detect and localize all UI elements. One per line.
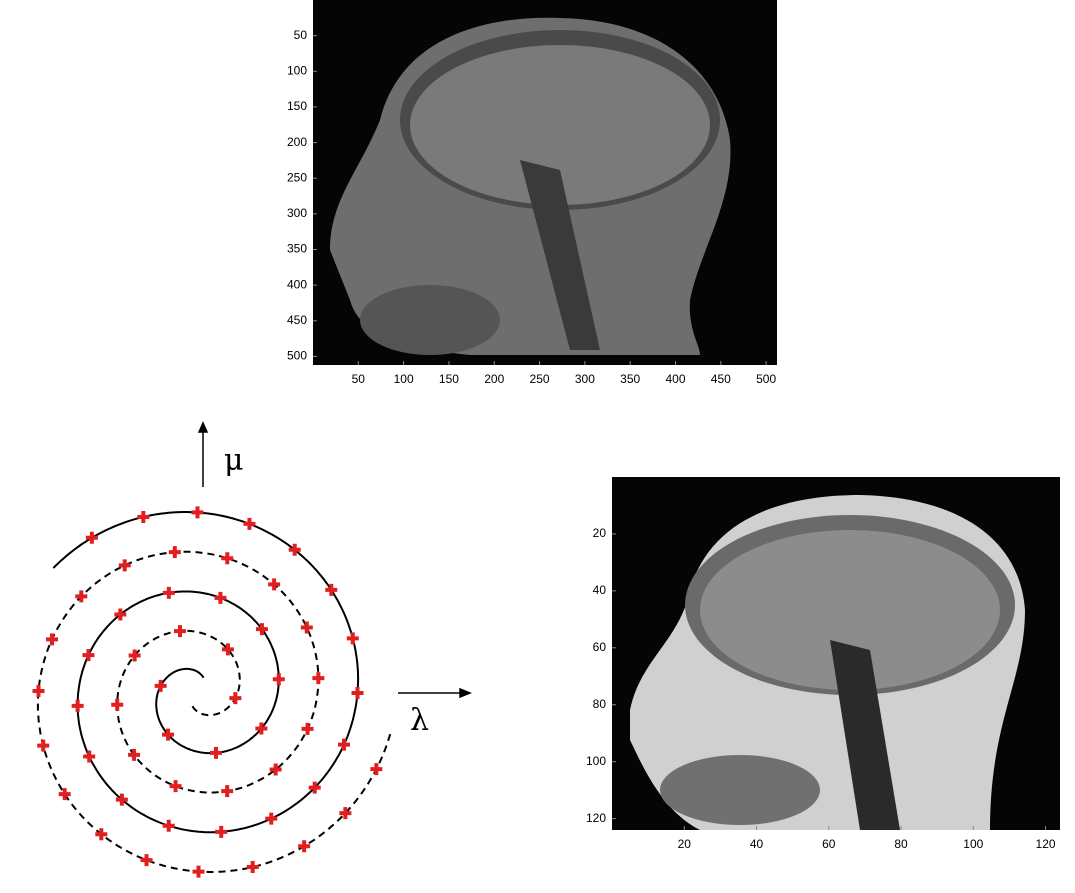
y-tick-label: 120 — [586, 811, 606, 825]
x-tick-label: 40 — [750, 837, 764, 851]
x-tick-label: 150 — [439, 372, 459, 386]
sample-point — [111, 699, 123, 711]
x-tick-label: 80 — [894, 837, 908, 851]
sample-point — [46, 633, 58, 645]
y-tick-label: 20 — [593, 526, 607, 540]
sample-point — [215, 826, 227, 838]
sample-point — [325, 584, 337, 596]
x-tick-label: 200 — [484, 372, 504, 386]
mu-label: μ — [224, 443, 244, 478]
spiral-arm — [53, 512, 358, 832]
sample-point — [338, 739, 350, 751]
sample-point — [83, 751, 95, 763]
sample-point — [352, 687, 364, 699]
sample-point — [221, 785, 233, 797]
figure: μ λ 50 100 150 200 250 300 350 400 450 500 50 100 15… — [0, 0, 1075, 888]
sample-point — [298, 840, 310, 852]
sample-point — [174, 625, 186, 637]
x-tick-label: 400 — [665, 372, 685, 386]
y-tick-label: 50 — [294, 28, 308, 42]
sample-point — [191, 506, 203, 518]
sample-point — [32, 685, 44, 697]
y-tick-label: 450 — [287, 313, 307, 327]
sample-point — [268, 578, 280, 590]
sample-point — [193, 866, 205, 878]
sample-point — [119, 559, 131, 571]
x-tick-label: 20 — [678, 837, 692, 851]
sample-point — [170, 780, 182, 792]
sample-point — [163, 820, 175, 832]
mri-image-small — [612, 477, 1060, 830]
sample-point — [37, 740, 49, 752]
x-tick-label: 100 — [394, 372, 414, 386]
x-tick-label: 300 — [575, 372, 595, 386]
x-tick-label: 500 — [756, 372, 776, 386]
sample-point — [221, 552, 233, 564]
sample-point — [59, 788, 71, 800]
sample-point — [155, 680, 167, 692]
y-tick-label: 100 — [287, 63, 307, 77]
y-tick-label: 60 — [593, 640, 607, 654]
sample-point — [302, 723, 314, 735]
sample-point — [214, 592, 226, 604]
spiral — [32, 506, 390, 877]
sample-point — [265, 813, 277, 825]
sample-point — [163, 587, 175, 599]
x-tick-label: 350 — [620, 372, 640, 386]
sample-point — [72, 700, 84, 712]
x-tick-label: 120 — [1036, 837, 1056, 851]
x-tick-label: 60 — [822, 837, 836, 851]
y-tick-label: 500 — [287, 349, 307, 363]
sample-point — [312, 672, 324, 684]
sample-point — [229, 692, 241, 704]
y-tick-label: 350 — [287, 242, 307, 256]
y-tick-label: 80 — [593, 697, 607, 711]
sample-point — [141, 854, 153, 866]
sample-point — [243, 518, 255, 530]
sample-point — [301, 621, 313, 633]
sample-point — [210, 747, 222, 759]
y-tick-label: 250 — [287, 170, 307, 184]
x-tick-label: 100 — [963, 837, 983, 851]
sample-point — [347, 632, 359, 644]
sample-point — [86, 532, 98, 544]
y-tick-label: 150 — [287, 99, 307, 113]
y-tick-label: 400 — [287, 277, 307, 291]
sample-point — [247, 861, 259, 873]
sample-point — [137, 511, 149, 523]
sample-point — [169, 546, 181, 558]
mri-image-large — [313, 0, 777, 365]
x-tick-label: 450 — [711, 372, 731, 386]
sample-point — [75, 590, 87, 602]
y-tick-label: 100 — [586, 754, 606, 768]
lambda-label: λ — [410, 703, 429, 738]
y-tick-label: 200 — [287, 135, 307, 149]
sample-point — [273, 673, 285, 685]
x-tick-label: 50 — [352, 372, 366, 386]
y-tick-label: 300 — [287, 206, 307, 220]
sample-point — [82, 649, 94, 661]
y-tick-label: 40 — [593, 583, 607, 597]
x-tick-label: 250 — [530, 372, 550, 386]
sample-point — [370, 763, 382, 775]
